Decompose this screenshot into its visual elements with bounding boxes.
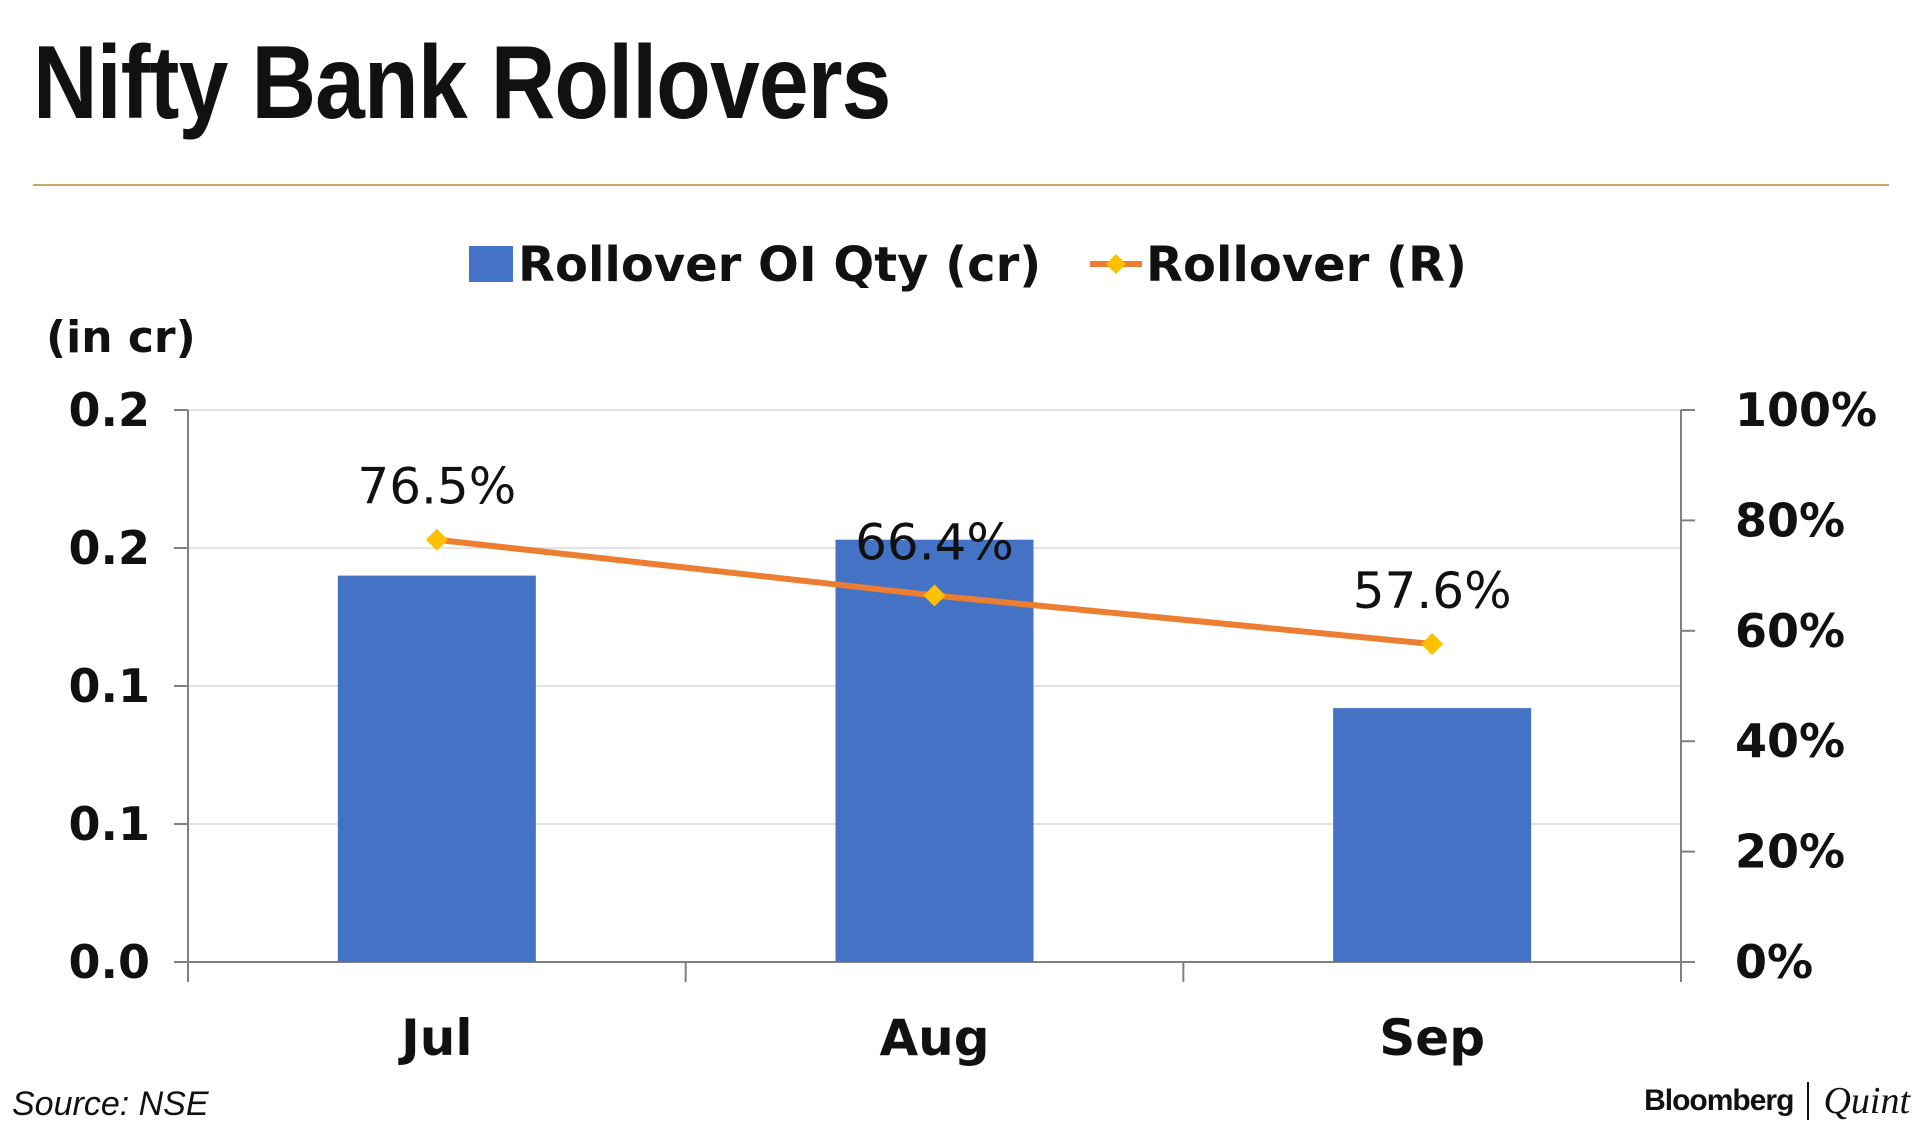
line-marker <box>425 528 448 551</box>
left-axis-tick-label: 0.1 <box>69 797 151 851</box>
data-label: 76.5% <box>357 458 516 516</box>
brand-quint: Quint <box>1823 1080 1910 1122</box>
left-axis-tick-label: 0.1 <box>69 659 151 713</box>
right-axis-tick-label: 60% <box>1735 604 1845 658</box>
left-axis-tick-label: 0.2 <box>69 521 151 575</box>
page-title: Nifty Bank Rollovers <box>33 25 891 141</box>
data-label: 57.6% <box>1353 562 1512 620</box>
right-axis-tick-label: 0% <box>1735 935 1813 989</box>
bar <box>337 575 536 962</box>
legend-line-marker <box>1106 254 1126 274</box>
bar <box>835 539 1034 962</box>
right-axis-tick-label: 40% <box>1735 714 1845 768</box>
right-axis-tick-label: 100% <box>1735 383 1877 437</box>
brand-logo: Bloomberg Quint <box>1644 1079 1910 1123</box>
brand-separator <box>1807 1082 1810 1120</box>
line-marker <box>1421 633 1444 656</box>
right-axis-tick-label: 20% <box>1735 825 1845 879</box>
source-note: Source: NSE <box>12 1085 209 1123</box>
line-marker <box>923 584 946 607</box>
right-axis-tick-label: 80% <box>1735 493 1845 547</box>
title-divider <box>33 184 1889 186</box>
category-label: Aug <box>879 1009 989 1067</box>
legend-bar-swatch <box>469 246 513 282</box>
category-label: Sep <box>1379 1009 1485 1067</box>
data-label: 66.4% <box>855 513 1014 571</box>
brand-bloomberg: Bloomberg <box>1644 1084 1794 1117</box>
category-label: Jul <box>398 1009 472 1067</box>
left-axis-tick-label: 0.0 <box>69 935 151 989</box>
legend-label-bar: Rollover OI Qty (cr) <box>518 237 1041 293</box>
bar <box>1333 708 1532 962</box>
legend-label-line: Rollover (R) <box>1146 237 1467 293</box>
left-axis-tick-label: 0.2 <box>69 383 151 437</box>
left-axis-unit-label: (in cr) <box>46 312 196 363</box>
